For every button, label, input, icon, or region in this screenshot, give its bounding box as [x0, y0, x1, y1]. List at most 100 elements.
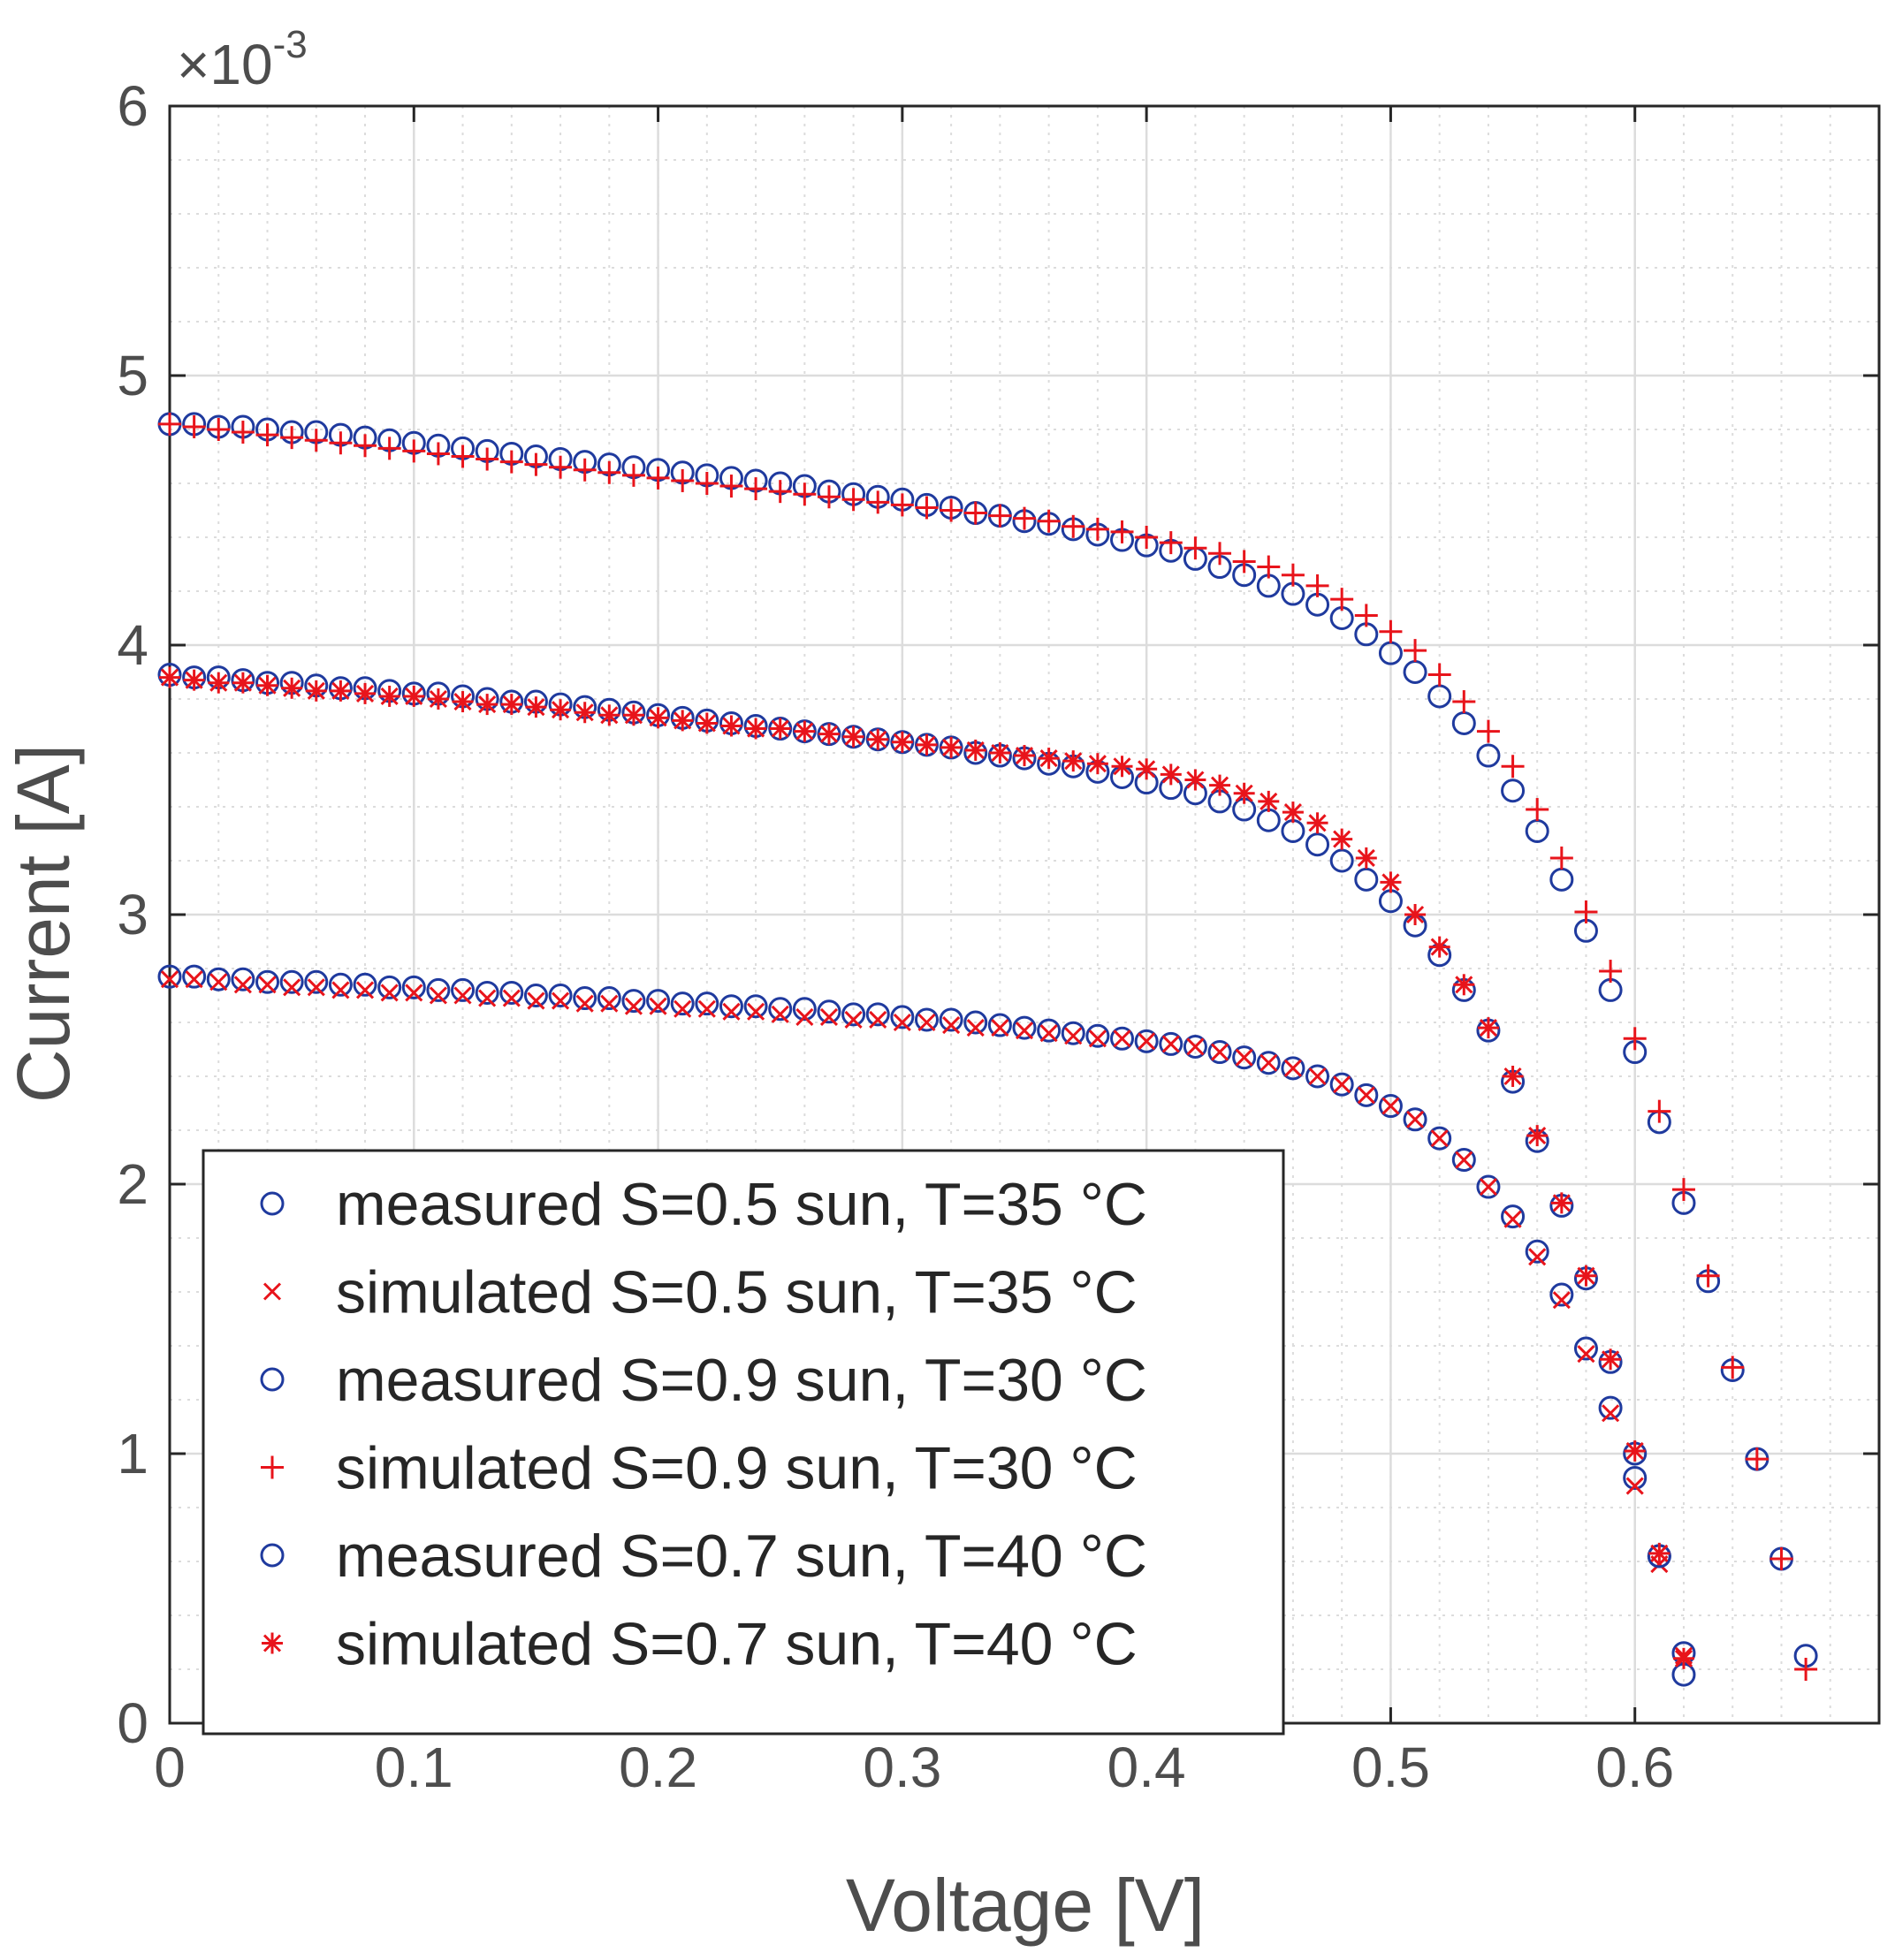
x-tick-label: 0.1 — [375, 1736, 453, 1799]
data-point — [255, 423, 279, 447]
marker-stroke — [283, 978, 301, 997]
marker-stroke — [1577, 1345, 1595, 1364]
data-point — [1623, 1465, 1648, 1490]
marker-stroke — [1602, 1404, 1620, 1423]
marker-stroke — [185, 970, 203, 989]
marker-stroke — [697, 999, 716, 1018]
data-point — [939, 1007, 963, 1032]
data-point — [597, 460, 621, 484]
data-point — [1256, 1051, 1281, 1075]
data-point — [478, 989, 497, 1007]
marker-stroke — [307, 978, 325, 997]
data-point — [157, 964, 182, 989]
data-point — [1281, 563, 1305, 587]
legend-item-6: simulated S=0.7 sun, T=40 °C — [262, 1611, 1138, 1678]
legend-box — [202, 1149, 1285, 1736]
data-point — [963, 501, 987, 525]
y-tick-label: 3 — [117, 883, 148, 946]
data-point — [380, 984, 399, 1002]
data-point — [1281, 1056, 1305, 1081]
data-point — [719, 475, 743, 498]
data-point — [1430, 1129, 1449, 1148]
data-point — [1306, 812, 1328, 834]
y-tick-label: 1 — [117, 1422, 148, 1485]
data-point — [354, 682, 377, 704]
data-point — [1550, 1192, 1572, 1214]
data-point — [1161, 1035, 1180, 1053]
marker-stroke — [405, 984, 423, 1002]
data-point — [991, 1019, 1009, 1037]
data-point — [1086, 753, 1108, 775]
data-point — [841, 1002, 866, 1027]
data-point — [524, 452, 548, 476]
data-point — [1479, 1177, 1498, 1197]
data-point — [1648, 1542, 1670, 1564]
data-point — [429, 986, 447, 1005]
data-point — [1549, 867, 1574, 892]
data-marks — [157, 412, 1818, 1687]
data-point — [622, 704, 644, 726]
data-point — [1428, 936, 1450, 958]
legend-item-1: measured S=0.5 sun, T=35 °C — [260, 1171, 1147, 1238]
data-point — [989, 742, 1011, 763]
data-point — [355, 981, 375, 999]
data-point — [1257, 555, 1281, 579]
data-point — [1503, 1210, 1522, 1228]
data-point — [549, 455, 573, 479]
data-point — [1260, 1053, 1278, 1072]
marker-stroke — [649, 997, 667, 1015]
marker-stroke — [1260, 1053, 1278, 1072]
data-point — [1403, 1107, 1427, 1132]
data-point — [451, 977, 476, 1002]
data-point — [1526, 798, 1549, 822]
data-point — [1477, 1017, 1499, 1039]
data-point — [232, 672, 254, 694]
marker-stroke — [1113, 1029, 1131, 1048]
data-point — [1333, 1075, 1351, 1094]
data-point — [890, 493, 914, 517]
data-point — [502, 989, 521, 1007]
data-point — [1671, 1178, 1695, 1202]
y-tick-label: 2 — [117, 1152, 148, 1216]
data-point — [307, 978, 325, 997]
data-point — [209, 973, 228, 991]
data-point — [695, 991, 719, 1016]
data-point — [1528, 1248, 1547, 1266]
data-point — [1061, 1021, 1085, 1045]
data-point — [1476, 719, 1500, 743]
data-point — [1552, 1291, 1571, 1310]
marker-stroke — [917, 1013, 936, 1032]
data-point — [1599, 960, 1623, 984]
data-point — [1209, 774, 1231, 796]
data-point — [1427, 663, 1451, 687]
data-point — [1012, 1015, 1037, 1040]
marker-stroke — [1357, 1086, 1375, 1105]
legend-marker — [262, 1632, 283, 1654]
data-point — [600, 994, 619, 1013]
marker-stroke — [551, 991, 570, 1010]
data-point — [1233, 782, 1255, 804]
legend-label: measured S=0.7 sun, T=40 °C — [336, 1523, 1147, 1590]
data-point — [1208, 542, 1232, 566]
data-point — [1110, 1026, 1135, 1051]
legend-marker — [260, 1367, 285, 1392]
y-axis-label: Current [A] — [2, 744, 85, 1103]
data-point — [747, 1002, 765, 1021]
marker-stroke — [966, 1019, 985, 1037]
data-point — [792, 997, 817, 1022]
marker-stroke — [1552, 1291, 1571, 1310]
data-point — [647, 707, 669, 729]
data-point — [1672, 1647, 1694, 1669]
data-point — [696, 712, 718, 734]
data-point — [1404, 639, 1427, 663]
y-tick-label: 5 — [117, 344, 148, 407]
data-point — [575, 994, 594, 1013]
data-point — [646, 466, 670, 490]
data-point — [1476, 1174, 1501, 1199]
series-4 — [158, 412, 1818, 1681]
data-point — [1600, 1348, 1622, 1371]
legend: measured S=0.5 sun, T=35 °C simulated S=0… — [202, 1149, 1285, 1736]
data-point — [869, 1010, 887, 1029]
data-point — [1427, 684, 1452, 709]
marker-stroke — [258, 976, 277, 994]
